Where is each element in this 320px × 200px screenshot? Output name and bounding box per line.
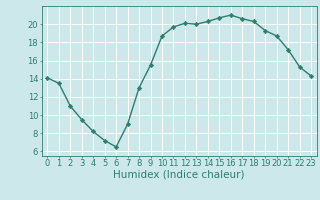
- X-axis label: Humidex (Indice chaleur): Humidex (Indice chaleur): [114, 170, 245, 180]
